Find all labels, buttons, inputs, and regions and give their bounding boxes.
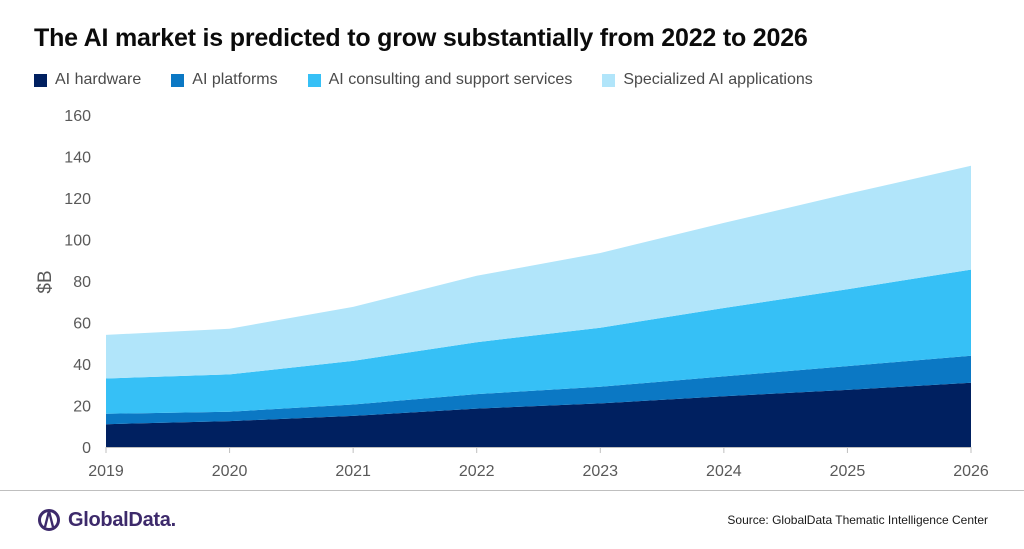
legend-item-specialized-ai: Specialized AI applications (602, 71, 813, 89)
x-tick-label: 2024 (706, 463, 742, 480)
x-tick-label: 2023 (582, 463, 618, 480)
legend-label: AI platforms (192, 71, 278, 88)
y-tick-label: 160 (64, 108, 91, 125)
x-tick-label: 2026 (953, 463, 989, 480)
x-axis-ticks: 2019 2020 2021 2022 2023 2024 2025 2026 (88, 447, 989, 480)
x-tick-label: 2022 (459, 463, 495, 480)
footer-divider (0, 490, 1024, 491)
x-tick-label: 2025 (830, 463, 866, 480)
y-axis-ticks: 0 20 40 60 80 100 120 140 160 (64, 108, 91, 457)
y-tick-label: 80 (73, 274, 91, 291)
y-tick-label: 120 (64, 191, 91, 208)
legend-swatch-ai-hardware (34, 73, 47, 87)
y-tick-label: 0 (82, 440, 91, 457)
legend-label: AI hardware (55, 71, 142, 88)
legend-swatch-specialized-ai (602, 73, 616, 87)
x-tick-label: 2020 (212, 463, 248, 480)
globaldata-logo: GlobalData. (36, 507, 176, 533)
chart-title: The AI market is predicted to grow subst… (34, 24, 808, 52)
globaldata-logo-icon (38, 509, 60, 531)
area-layer (106, 165, 971, 448)
y-tick-label: 140 (64, 150, 91, 167)
logo-text: GlobalData. (68, 508, 176, 531)
legend-item-ai-consulting: AI consulting and support services (307, 71, 573, 89)
legend: AI hardware AI platforms AI consulting a… (34, 71, 813, 89)
legend-label: AI consulting and support services (328, 71, 573, 88)
legend-item-ai-platforms: AI platforms (171, 71, 278, 89)
y-tick-label: 60 (73, 316, 91, 333)
legend-swatch-ai-platforms (171, 73, 185, 87)
area-specialized-ai-applications (106, 165, 971, 379)
y-tick-label: 100 (64, 233, 91, 250)
area-ai-platforms (106, 355, 971, 425)
y-axis-label: $B (35, 270, 56, 293)
y-tick-label: 40 (73, 357, 91, 374)
legend-item-ai-hardware: AI hardware (34, 71, 141, 89)
source-note: Source: GlobalData Thematic Intelligence… (727, 513, 988, 527)
legend-swatch-ai-consulting (307, 73, 321, 87)
y-tick-label: 20 (73, 399, 91, 416)
legend-label: Specialized AI applications (623, 71, 813, 88)
area-ai-hardware (106, 382, 971, 447)
area-ai-consulting-and-support-services (106, 269, 971, 414)
x-tick-label: 2021 (335, 463, 371, 480)
x-tick-label: 2019 (88, 463, 124, 480)
